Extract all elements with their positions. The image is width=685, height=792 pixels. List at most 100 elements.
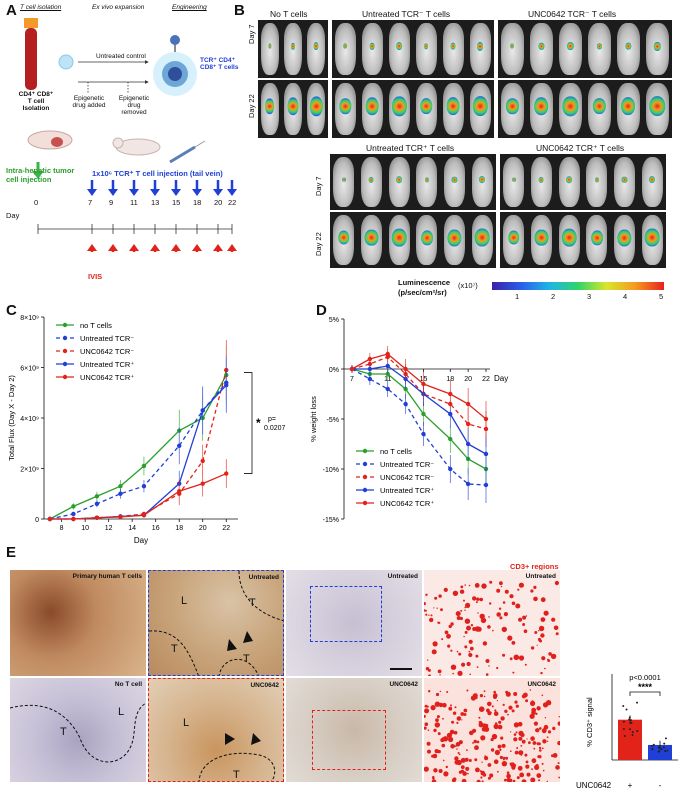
data-point (636, 729, 639, 732)
cd3-positive-region (493, 759, 499, 764)
data-point (141, 513, 147, 518)
mouse-image (641, 215, 663, 265)
cd3-positive-region (533, 585, 537, 589)
cd3-positive-region (540, 597, 546, 603)
cd3-positive-region (468, 652, 473, 658)
cd3-positive-region (548, 652, 552, 656)
cd3-positive-region (514, 700, 518, 704)
cd3-positive-region (536, 742, 540, 746)
cd3-positive-region (432, 777, 435, 780)
cd3-positive-region (463, 599, 465, 602)
cd3-positive-region (551, 754, 554, 757)
mouse-image (416, 157, 438, 207)
mouse-image (333, 157, 355, 207)
mouse-image (530, 83, 553, 135)
series-line (49, 369, 227, 520)
bioluminescence-signal (392, 96, 407, 117)
tile-label-primary: Primary human T cells (72, 573, 142, 580)
cd3-positive-region (455, 742, 461, 747)
data-point (385, 363, 390, 369)
cd3-positive-region (480, 770, 486, 776)
day-label: Day (6, 211, 20, 220)
significance-bracket (629, 691, 661, 696)
x-axis-label: Day (494, 374, 508, 383)
mouse-image (360, 215, 382, 265)
cd3-positive-region (521, 779, 527, 782)
x-tick-label: 18 (175, 525, 183, 532)
bioluminescence-signal (451, 43, 456, 50)
x-tick-label: 20 (464, 376, 472, 383)
tile-untreated-zoom: Untreated L T T T (148, 570, 284, 676)
cd3-positive-region (545, 700, 552, 706)
colorbar-scale: (x10⁷) (458, 281, 478, 290)
cd3-positive-region (491, 733, 498, 740)
data-point (631, 734, 634, 737)
data-point (660, 748, 663, 751)
arrowhead-icon (227, 639, 237, 651)
cd3-positive-region (488, 616, 490, 618)
tile-label-untreated-zoom: Untreated (248, 574, 279, 581)
cd3-positive-region (479, 613, 485, 619)
x-tick-label: 16 (152, 525, 160, 532)
cd3-positive-region (539, 749, 542, 752)
cd3-positive-region (433, 768, 438, 773)
day-tick-label: 20 (214, 198, 223, 207)
cd3-positive-region (454, 756, 459, 761)
tile-cd3-unc: UNC0642 (424, 678, 560, 782)
red-arrowhead-icon (171, 244, 181, 251)
cd3-positive-region (489, 602, 492, 605)
ivis-day7-untreated-neg (332, 20, 494, 78)
bioluminescence-signal (338, 230, 350, 245)
data-point (448, 466, 453, 472)
cd3-positive-region (482, 641, 488, 646)
cd3-positive-region (533, 721, 538, 726)
ivis-day22-untreated-pos (330, 212, 496, 268)
data-point (664, 750, 667, 753)
cd3-positive-region (536, 644, 538, 646)
cd3-positive-region (488, 665, 490, 667)
drug-removed-text: Epigenetic drug removed (118, 95, 150, 116)
cd3-positive-region (489, 580, 493, 584)
cd3-positive-region (446, 633, 451, 639)
cd3-positive-region (513, 722, 519, 728)
cd3-positive-region (460, 769, 464, 773)
data-point (623, 735, 626, 738)
data-point (652, 743, 655, 746)
cd3-positive-region (454, 759, 460, 765)
header-engineering: Engineering (172, 4, 207, 11)
colorbar-unit: (p/sec/cm²/sr) (398, 288, 447, 297)
region-t-label: T (243, 653, 250, 665)
cd3-positive-region (496, 612, 501, 617)
cd3-positive-region (428, 690, 431, 693)
data-point (118, 483, 123, 489)
cd3-positive-region (546, 780, 548, 782)
cd3-positive-region (522, 623, 526, 626)
bioluminescence-signal (534, 229, 548, 246)
cd3-positive-region (464, 618, 471, 624)
cd3-positive-region (487, 625, 491, 629)
cd3-positive-region (433, 728, 437, 733)
cd3-positive-region (499, 616, 503, 620)
mouse-image (588, 23, 611, 75)
group-unc-tcr-pos: UNC0642 TCR⁺ T cells (536, 143, 625, 153)
injection-text: 1x10⁶ TCR⁺ T cell injection (tail vein) (92, 169, 223, 178)
bioluminescence-signal (424, 43, 429, 50)
cd3-positive-region (467, 772, 469, 775)
cd3-positive-region (516, 747, 519, 749)
mouse-image (646, 83, 669, 135)
cd3-positive-region (530, 736, 535, 741)
cd3-positive-region (432, 753, 438, 759)
cd3-positive-region (475, 767, 480, 773)
cd3-positive-region (453, 730, 458, 735)
legend-marker (62, 361, 68, 367)
cd3-positive-region (464, 645, 468, 649)
cd3-positive-region (481, 780, 484, 782)
cd3-positive-region (530, 700, 536, 706)
tile-unc-overview: UNC0642 (286, 678, 422, 782)
cd3-positive-region (468, 650, 471, 653)
cd3-positive-region (515, 731, 518, 734)
group-untreated-tcr-pos: Untreated TCR⁺ T cells (366, 143, 455, 153)
day-tick-label: 7 (88, 198, 93, 207)
tube-cap (24, 18, 38, 28)
cd3-positive-region (452, 672, 454, 675)
